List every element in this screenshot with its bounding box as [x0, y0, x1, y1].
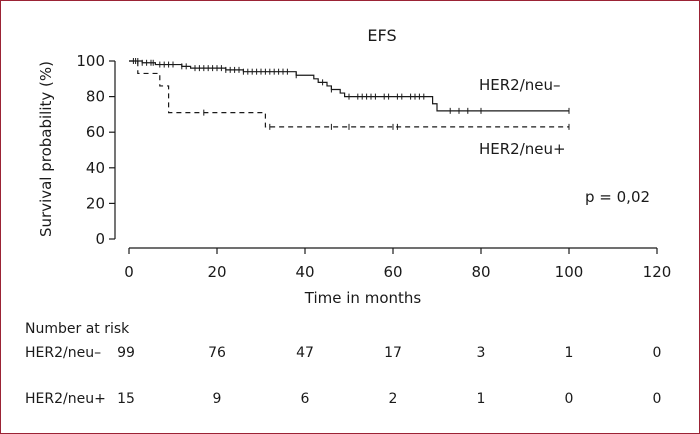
- risk-count: 2: [388, 391, 398, 407]
- y-tick-label: 60: [86, 123, 105, 141]
- series-label-her2-negative: HER2/neu–: [479, 76, 561, 94]
- x-tick-label: 0: [124, 263, 134, 281]
- x-tick-label: 60: [383, 263, 402, 281]
- x-tick-label: 20: [207, 263, 226, 281]
- risk-row-label: HER2/neu+: [25, 391, 106, 407]
- axes: 0 20 40 60 80 100 120 0 20 40 60 80 100: [76, 52, 671, 281]
- risk-count: 0: [652, 345, 662, 361]
- risk-row-label: HER2/neu–: [25, 345, 102, 361]
- risk-count: 17: [384, 345, 402, 361]
- risk-count: 47: [296, 345, 314, 361]
- y-tick-label: 40: [86, 159, 105, 177]
- risk-table-title: Number at risk: [25, 321, 130, 337]
- y-tick-label: 80: [86, 88, 105, 106]
- y-tick-label: 20: [86, 194, 105, 212]
- risk-count: 0: [564, 391, 574, 407]
- x-tick-label: 80: [471, 263, 490, 281]
- y-axis-label: Survival probability (%): [37, 61, 55, 237]
- y-tick-label: 0: [95, 230, 105, 248]
- risk-count: 0: [652, 391, 662, 407]
- p-value-annotation: p = 0,02: [585, 188, 650, 206]
- survival-curves: [129, 58, 570, 130]
- chart-title: EFS: [367, 26, 396, 45]
- series-label-her2-positive: HER2/neu+: [479, 140, 566, 158]
- x-tick-label: 100: [555, 263, 584, 281]
- risk-count: 6: [300, 391, 310, 407]
- x-axis-label: Time in months: [304, 289, 422, 307]
- x-tick-label: 40: [295, 263, 314, 281]
- risk-count: 76: [208, 345, 226, 361]
- risk-count: 1: [564, 345, 574, 361]
- risk-count: 99: [117, 345, 135, 361]
- y-tick-label: 100: [76, 52, 105, 70]
- x-tick-label: 120: [643, 263, 672, 281]
- risk-count: 3: [476, 345, 486, 361]
- risk-count: 15: [117, 391, 135, 407]
- risk-count: 9: [212, 391, 222, 407]
- risk-count: 1: [476, 391, 486, 407]
